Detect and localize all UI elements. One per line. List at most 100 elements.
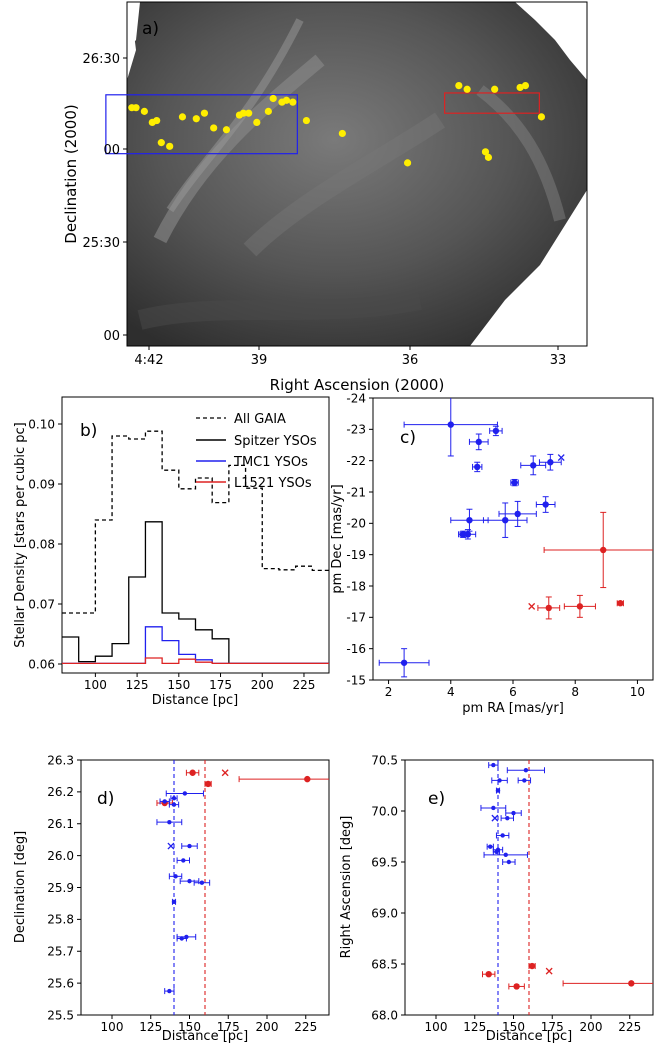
y-tick-label: -21 [346, 485, 366, 499]
panel-c-ylabel: pm Dec [mas/yr] [330, 484, 345, 593]
data-point [628, 980, 635, 987]
y-tick-label: 25.5 [47, 1008, 74, 1022]
ra-points [480, 762, 653, 990]
panel-e-tag: e) [428, 789, 445, 809]
proper-motion-points [378, 398, 653, 678]
x-tick-label: 175 [217, 1020, 240, 1034]
x-marker [221, 769, 229, 777]
yso-point [403, 159, 412, 167]
x-tick-label: 125 [463, 1020, 486, 1034]
data-point [162, 799, 167, 804]
x-tick-label: 225 [618, 1020, 641, 1034]
panel-d-ylabel: Declination [deg] [13, 831, 28, 943]
yso-point [92, 126, 99, 133]
panel-c-ticks: 2 4 6 8 10 -24 -23 -22 -21 -20 -19 -18 -17 -16 -15 [346, 391, 645, 699]
panel-d: 100 125 150 175 200 225 25.5 25.6 25.7 25.8 25.9 26… [13, 753, 330, 1044]
data-point [576, 603, 584, 610]
series-l1521-ysos [62, 657, 329, 665]
data-point [474, 463, 481, 471]
data-point [503, 852, 508, 858]
x-marker [545, 967, 553, 975]
y-tick-label: -24 [346, 391, 366, 405]
yso-point [282, 96, 291, 104]
data-point [491, 762, 496, 768]
yso-point [166, 142, 174, 150]
yso-point [210, 124, 218, 132]
x-tick-label: 39 [251, 353, 268, 368]
y-tick-label: 00 [103, 329, 120, 344]
yso-point [222, 126, 231, 134]
y-tick-label: 26.2 [47, 785, 74, 799]
y-tick-label: 68.0 [371, 1008, 398, 1022]
panel-a-frame [126, 1, 588, 347]
yso-point [264, 107, 272, 115]
data-point [492, 427, 500, 435]
panel-c: 2 4 6 8 10-24-23-22-21-20-19-18-17-16-15 c) … [330, 391, 654, 716]
yso-point [239, 109, 247, 117]
yso-point [192, 115, 200, 123]
data-point [304, 775, 311, 783]
yso-point [148, 118, 156, 126]
x-marker [528, 602, 536, 610]
data-point [528, 962, 536, 970]
data-point [500, 833, 505, 838]
y-tick-label: 26.1 [47, 817, 74, 831]
x-tick-label: 6 [509, 685, 517, 699]
y-tick-label: 26.3 [47, 753, 74, 767]
data-point [600, 546, 607, 554]
x-tick-label: 100 [101, 1020, 124, 1034]
x-tick-label: 200 [580, 1020, 603, 1034]
x-tick-label: 36 [402, 353, 419, 368]
y-tick-label: 70.0 [371, 804, 398, 818]
data-point [204, 780, 212, 788]
y-tick-label: 69.5 [371, 855, 398, 869]
data-point [542, 501, 549, 508]
data-point [523, 768, 529, 773]
x-tick-label: 150 [502, 1020, 525, 1034]
legend-label-l1521: L1521 YSOs [234, 476, 312, 491]
x-tick-label: 150 [178, 1020, 201, 1034]
data-point [173, 874, 178, 879]
y-tick-label: 0.09 [28, 477, 55, 491]
y-tick-label: 25:30 [83, 236, 120, 251]
dust-map-image [127, 2, 587, 346]
y-tick-label: 25.8 [47, 913, 74, 927]
panel-a: 4:42 39 36 33 26:30 00 25:30 00 a) Right Ascens… [62, 1, 588, 394]
x-marker [167, 842, 175, 850]
yso-point [178, 113, 187, 121]
data-point [547, 459, 554, 466]
data-point [617, 600, 624, 607]
data-point [179, 936, 184, 941]
panel-c-xlabel: pm RA [mas/yr] [462, 701, 564, 716]
data-point [171, 796, 177, 801]
data-point [171, 802, 177, 807]
data-point [514, 510, 521, 518]
panel-b-legend: All GAIA Spitzer YSOs TMC1 YSOs L1521 YS… [196, 412, 317, 491]
panel-b-ylabel: Stellar Density [stars per cubic pc] [13, 422, 28, 647]
x-tick-label: 100 [84, 678, 107, 692]
panel-b-ticks: 100 125 150 175 200 225 0.06 0.07 0.08 0.09 0.10 [28, 417, 315, 692]
x-tick-label: 175 [209, 678, 232, 692]
y-tick-label: 69.0 [371, 906, 398, 920]
y-tick-label: 0.08 [28, 537, 55, 551]
x-tick-label: 200 [251, 678, 274, 692]
yso-point [200, 109, 209, 117]
y-tick-label: 70.5 [371, 753, 398, 767]
yso-point [117, 108, 124, 115]
panel-c-frame [372, 397, 654, 681]
data-point [167, 819, 172, 825]
yso-points [92, 82, 546, 167]
x-tick-label: 225 [293, 678, 316, 692]
yso-point [157, 139, 165, 147]
x-tick-label: 175 [541, 1020, 564, 1034]
panel-e-ticks: 100 125 150 175 200 225 68.0 68.5 69.0 69.5 70.0 70… [371, 753, 641, 1034]
data-point [513, 983, 520, 990]
yso-point [97, 130, 104, 137]
y-tick-label: -22 [346, 454, 366, 468]
data-point [511, 479, 518, 486]
data-point [199, 880, 205, 885]
panel-d-ticks: 100 125 150 175 200 225 25.5 25.6 25.7 25.8 25.9 26… [47, 753, 317, 1034]
y-tick-label: 0.06 [28, 657, 55, 671]
y-tick-label: 68.5 [371, 957, 398, 971]
